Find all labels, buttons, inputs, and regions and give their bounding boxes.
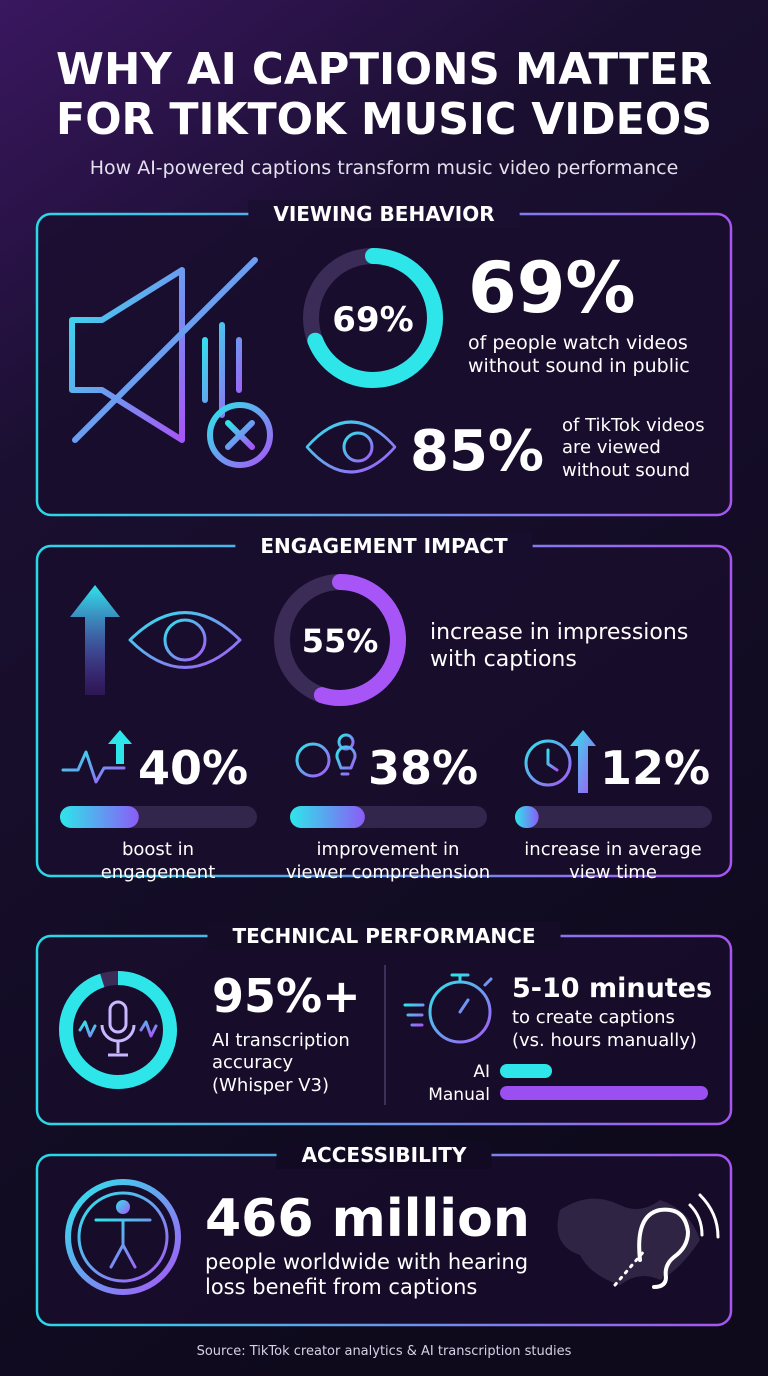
stat-text: of people watch videos bbox=[468, 332, 688, 354]
stat-text: (vs. hours manually) bbox=[512, 1030, 697, 1051]
big-stat: 95%+ bbox=[212, 969, 361, 1023]
stat-text: increase in average bbox=[524, 839, 701, 860]
clock-icon bbox=[524, 730, 596, 793]
stat-text: people worldwide with hearing bbox=[205, 1250, 528, 1274]
compare-bar bbox=[500, 1086, 708, 1100]
heading-bg bbox=[207, 922, 561, 950]
big-stat: 69% bbox=[468, 247, 636, 329]
progress-bar bbox=[515, 806, 539, 828]
stat-text: of TikTok videos bbox=[562, 415, 705, 436]
progress-bar bbox=[290, 806, 365, 828]
bar-track bbox=[515, 806, 712, 828]
compare-label: Manual bbox=[428, 1085, 490, 1105]
stat-text: viewer comprehension bbox=[286, 862, 490, 883]
big-stat: 40% bbox=[138, 741, 248, 795]
section-heading: ACCESSIBILITY bbox=[302, 1143, 467, 1167]
pulse-icon bbox=[61, 750, 126, 784]
compare-label: AI bbox=[473, 1062, 490, 1082]
stat-text: loss benefit from captions bbox=[205, 1275, 477, 1299]
stat-text: are viewed bbox=[562, 437, 661, 458]
heading-bg bbox=[235, 532, 533, 560]
stat-text: view time bbox=[569, 862, 657, 883]
progress-bar bbox=[60, 806, 139, 828]
heading-bg bbox=[248, 200, 520, 228]
accessibility-icon bbox=[65, 1179, 181, 1295]
compare-bar bbox=[500, 1064, 552, 1078]
eye-icon bbox=[305, 420, 397, 474]
big-stat: 12% bbox=[600, 741, 710, 795]
big-stat: 5-10 minutes bbox=[512, 973, 712, 1004]
stat-text: with captions bbox=[430, 647, 577, 672]
eye-icon bbox=[128, 611, 242, 669]
stat-text: without sound bbox=[562, 460, 690, 481]
arrow-icon bbox=[108, 730, 132, 764]
ring-arc bbox=[59, 971, 177, 1089]
big-stat: 85% bbox=[410, 419, 544, 484]
section-heading: VIEWING BEHAVIOR bbox=[273, 202, 494, 226]
stopwatch-icon bbox=[403, 973, 493, 1044]
title: WHY AI CAPTIONS MATTER bbox=[56, 44, 712, 95]
donut-label: 69% bbox=[332, 300, 413, 340]
donut-arc bbox=[303, 248, 443, 388]
map-ear-icon bbox=[557, 1193, 720, 1289]
section-heading: ENGAGEMENT IMPACT bbox=[260, 534, 508, 558]
mic-icon bbox=[78, 1000, 158, 1057]
stat-text: increase in impressions bbox=[430, 620, 688, 645]
brain-icon bbox=[295, 733, 357, 778]
title: FOR TIKTOK MUSIC VIDEOS bbox=[56, 94, 712, 145]
stat-text: engagement bbox=[101, 862, 216, 883]
up-arrow-icon bbox=[70, 585, 120, 695]
section-heading: TECHNICAL PERFORMANCE bbox=[232, 924, 535, 948]
donut-label: 55% bbox=[302, 622, 379, 660]
subtitle: How AI-powered captions transform music … bbox=[90, 157, 679, 179]
source-note: Source: TikTok creator analytics & AI tr… bbox=[197, 1344, 572, 1359]
stat-text: AI transcription bbox=[212, 1030, 350, 1051]
stat-text: boost in bbox=[122, 839, 194, 860]
stat-text: (Whisper V3) bbox=[212, 1075, 329, 1096]
stat-text: to create captions bbox=[512, 1007, 675, 1028]
muted-speaker-icon bbox=[69, 257, 273, 468]
donut-arc bbox=[274, 574, 406, 706]
stat-text: improvement in bbox=[317, 839, 460, 860]
heading-bg bbox=[276, 1141, 492, 1169]
stat-text: without sound in public bbox=[468, 355, 690, 377]
big-stat: 466 million bbox=[205, 1189, 530, 1249]
big-stat: 38% bbox=[368, 741, 478, 795]
stat-text: accuracy bbox=[212, 1052, 294, 1073]
